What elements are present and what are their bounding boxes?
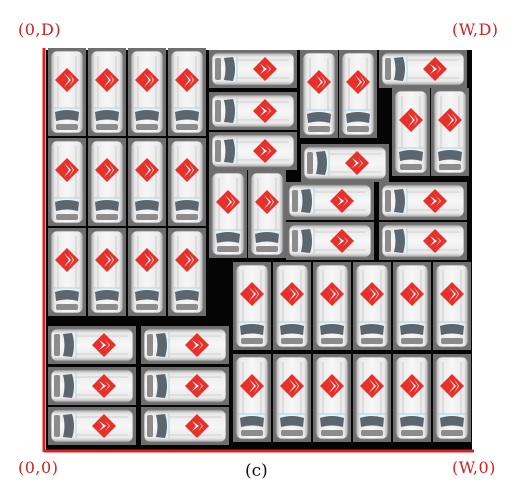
delivery-van-icon [170,140,204,224]
corner-label-bottom-right: (W,0) [452,458,496,477]
delivery-van-icon [235,356,269,440]
delivery-van-icon [250,172,284,256]
delivery-van-icon [90,50,124,134]
delivery-van-icon [315,264,349,348]
corner-label-bottom-left: (0,0) [18,458,59,477]
delivery-van-icon [395,264,429,348]
figure-caption: (c) [245,461,268,481]
delivery-van-icon [50,369,134,403]
delivery-van-icon [50,50,84,134]
delivery-van-icon [50,140,84,224]
delivery-van-icon [130,140,164,224]
corner-label-top-right: (W,D) [452,20,499,39]
delivery-van-icon [355,264,389,348]
delivery-van-icon [143,409,227,443]
delivery-van-icon [211,94,295,128]
delivery-van-icon [211,52,295,86]
delivery-van-icon [381,52,465,86]
delivery-van-icon [275,264,309,348]
delivery-van-icon [50,409,134,443]
delivery-van-icon [211,134,295,168]
delivery-van-icon [50,230,84,314]
delivery-van-icon [315,356,349,440]
delivery-van-icon [170,50,204,134]
delivery-van-icon [394,90,428,174]
delivery-van-icon [381,224,465,258]
delivery-van-icon [211,172,245,256]
delivery-van-icon [130,230,164,314]
delivery-van-icon [235,264,269,348]
delivery-van-icon [90,140,124,224]
delivery-van-icon [435,264,469,348]
delivery-van-icon [341,52,375,136]
delivery-van-icon [130,50,164,134]
delivery-van-icon [50,328,134,362]
corner-label-top-left: (0,D) [18,20,62,39]
delivery-van-icon [143,328,227,362]
delivery-van-icon [170,230,204,314]
delivery-van-icon [288,184,372,218]
delivery-van-icon [355,356,389,440]
delivery-van-icon [381,184,465,218]
delivery-van-icon [433,90,467,174]
delivery-van-icon [303,146,387,180]
delivery-van-icon [395,356,429,440]
delivery-van-icon [302,52,336,136]
delivery-van-icon [143,369,227,403]
delivery-van-icon [90,230,124,314]
delivery-van-icon [435,356,469,440]
delivery-van-icon [275,356,309,440]
delivery-van-icon [288,224,372,258]
van-layout [48,48,471,445]
